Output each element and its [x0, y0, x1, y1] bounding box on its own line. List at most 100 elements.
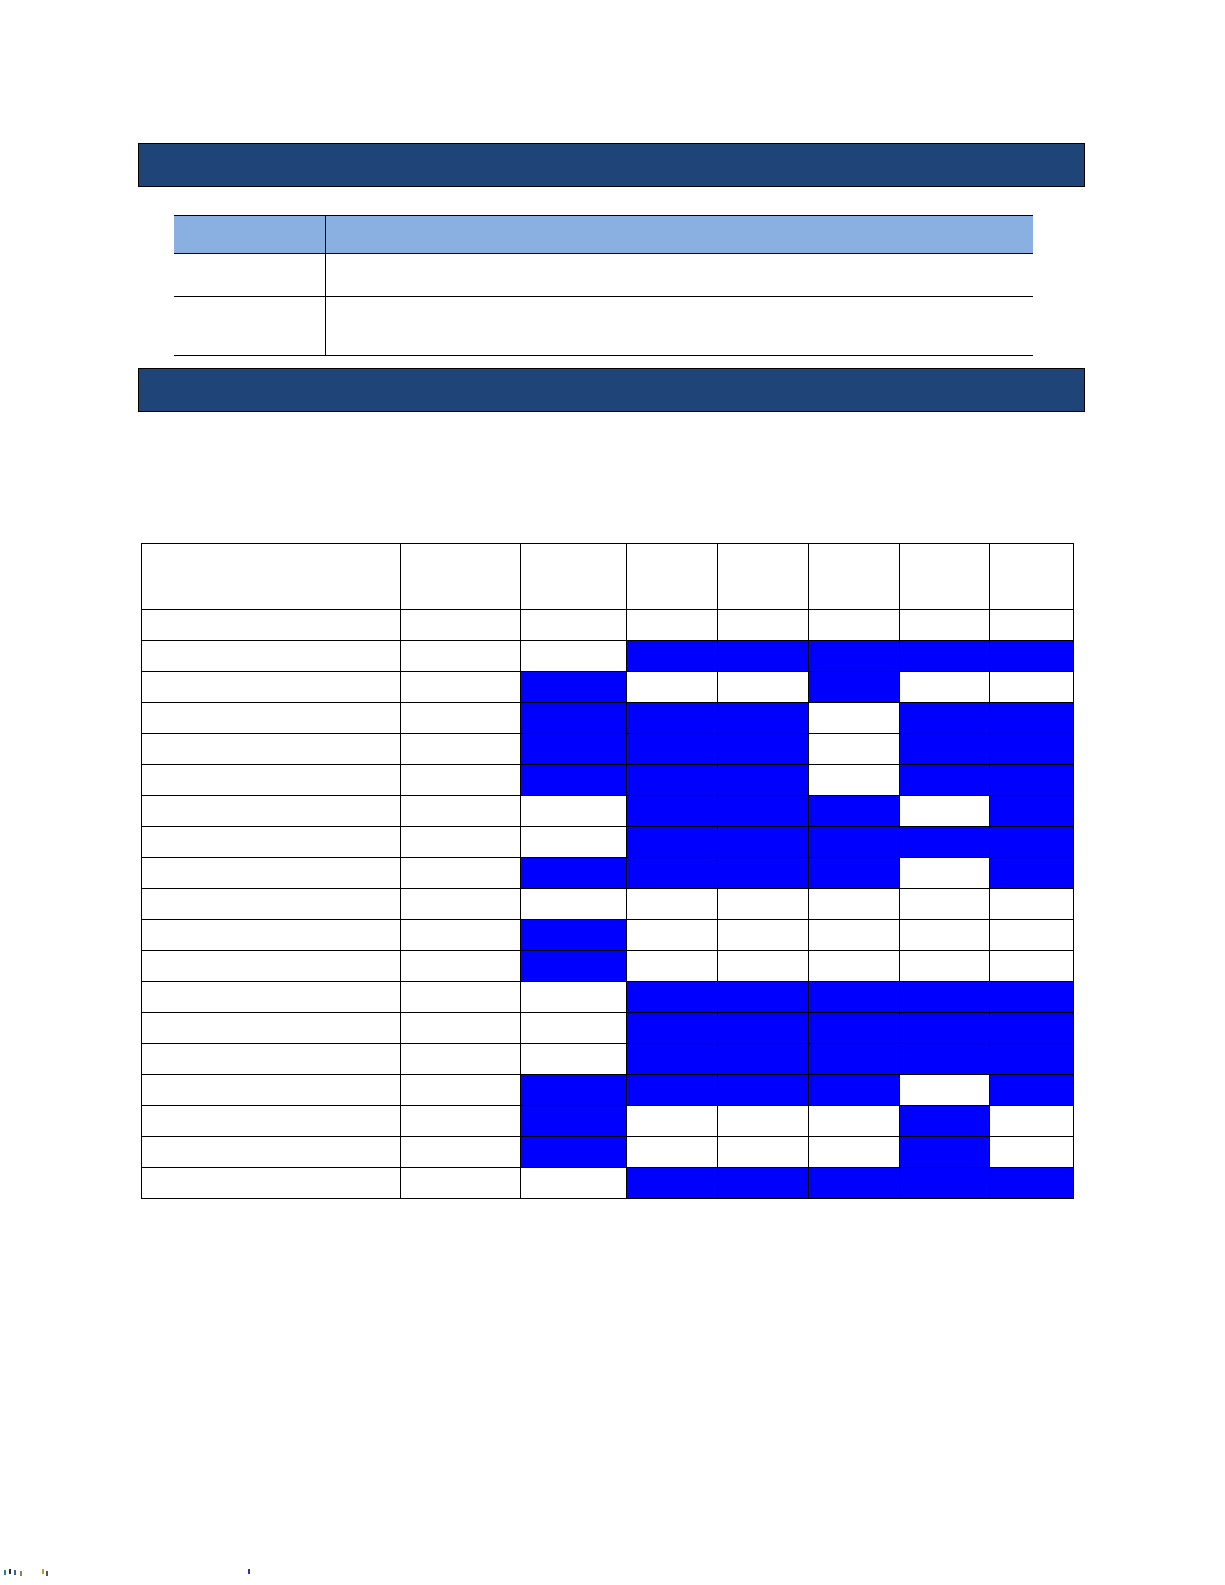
matrix-cell-empty[interactable]	[717, 950, 809, 982]
matrix-cell-empty[interactable]	[808, 764, 900, 796]
matrix-cell-filled[interactable]	[520, 671, 627, 703]
matrix-cell-empty[interactable]	[717, 888, 809, 920]
matrix-cell-empty[interactable]	[520, 795, 627, 827]
matrix-cell-filled[interactable]	[626, 764, 718, 796]
matrix-cell-filled[interactable]	[808, 795, 900, 827]
matrix-cell-filled[interactable]	[808, 1043, 900, 1075]
matrix-cell-empty[interactable]	[808, 1105, 900, 1137]
matrix-cell-filled[interactable]	[520, 764, 627, 796]
matrix-cell-empty[interactable]	[717, 671, 809, 703]
matrix-cell-empty[interactable]	[899, 888, 990, 920]
matrix-cell-empty[interactable]	[899, 857, 990, 889]
matrix-cell-filled[interactable]	[989, 702, 1074, 734]
matrix-cell-empty[interactable]	[899, 950, 990, 982]
matrix-cell-filled[interactable]	[717, 1043, 809, 1075]
matrix-cell-filled[interactable]	[899, 981, 990, 1013]
matrix-cell-filled[interactable]	[626, 1074, 718, 1106]
matrix-cell-filled[interactable]	[808, 826, 900, 858]
matrix-cell-empty[interactable]	[520, 640, 627, 672]
matrix-cell-filled[interactable]	[808, 857, 900, 889]
matrix-cell-empty[interactable]	[626, 1136, 718, 1168]
matrix-cell-filled[interactable]	[626, 981, 718, 1013]
matrix-cell-empty[interactable]	[400, 1012, 521, 1044]
matrix-cell-empty[interactable]	[899, 795, 990, 827]
matrix-cell-empty[interactable]	[808, 888, 900, 920]
matrix-cell-filled[interactable]	[899, 1167, 990, 1199]
matrix-cell-empty[interactable]	[400, 640, 521, 672]
matrix-cell-filled[interactable]	[808, 1074, 900, 1106]
matrix-cell-filled[interactable]	[520, 1136, 627, 1168]
matrix-cell-empty[interactable]	[808, 950, 900, 982]
matrix-cell-filled[interactable]	[717, 857, 809, 889]
matrix-cell-filled[interactable]	[808, 640, 900, 672]
matrix-cell-filled[interactable]	[626, 733, 718, 765]
matrix-cell-empty[interactable]	[400, 950, 521, 982]
matrix-cell-empty[interactable]	[989, 1136, 1074, 1168]
matrix-cell-empty[interactable]	[400, 764, 521, 796]
matrix-cell-empty[interactable]	[626, 671, 718, 703]
matrix-cell-empty[interactable]	[989, 1105, 1074, 1137]
matrix-cell-empty[interactable]	[400, 1074, 521, 1106]
matrix-cell-filled[interactable]	[989, 857, 1074, 889]
matrix-cell-filled[interactable]	[520, 919, 627, 951]
matrix-cell-empty[interactable]	[400, 981, 521, 1013]
matrix-cell-empty[interactable]	[626, 950, 718, 982]
matrix-cell-filled[interactable]	[989, 733, 1074, 765]
matrix-cell-empty[interactable]	[899, 919, 990, 951]
matrix-cell-filled[interactable]	[989, 1074, 1074, 1106]
matrix-cell-empty[interactable]	[626, 1105, 718, 1137]
matrix-cell-empty[interactable]	[989, 888, 1074, 920]
matrix-cell-empty[interactable]	[400, 888, 521, 920]
matrix-cell-filled[interactable]	[717, 1167, 809, 1199]
matrix-cell-empty[interactable]	[626, 919, 718, 951]
matrix-cell-filled[interactable]	[626, 826, 718, 858]
matrix-cell-filled[interactable]	[899, 1043, 990, 1075]
matrix-cell-filled[interactable]	[899, 733, 990, 765]
matrix-cell-empty[interactable]	[400, 1167, 521, 1199]
matrix-cell-empty[interactable]	[717, 1105, 809, 1137]
matrix-cell-filled[interactable]	[520, 1105, 627, 1137]
matrix-cell-filled[interactable]	[899, 1105, 990, 1137]
matrix-cell-filled[interactable]	[626, 640, 718, 672]
matrix-cell-empty[interactable]	[899, 1074, 990, 1106]
matrix-cell-filled[interactable]	[989, 1043, 1074, 1075]
matrix-cell-filled[interactable]	[808, 981, 900, 1013]
matrix-cell-empty[interactable]	[520, 1167, 627, 1199]
matrix-cell-filled[interactable]	[626, 1043, 718, 1075]
matrix-cell-empty[interactable]	[520, 981, 627, 1013]
matrix-cell-empty[interactable]	[400, 1136, 521, 1168]
matrix-cell-empty[interactable]	[400, 1043, 521, 1075]
matrix-cell-filled[interactable]	[899, 764, 990, 796]
matrix-cell-empty[interactable]	[400, 1105, 521, 1137]
matrix-cell-empty[interactable]	[626, 609, 718, 641]
matrix-cell-filled[interactable]	[989, 764, 1074, 796]
matrix-cell-empty[interactable]	[989, 919, 1074, 951]
matrix-cell-filled[interactable]	[717, 733, 809, 765]
matrix-cell-filled[interactable]	[899, 702, 990, 734]
matrix-cell-empty[interactable]	[717, 919, 809, 951]
matrix-cell-empty[interactable]	[400, 826, 521, 858]
matrix-cell-empty[interactable]	[400, 702, 521, 734]
matrix-cell-empty[interactable]	[400, 857, 521, 889]
matrix-cell-filled[interactable]	[520, 733, 627, 765]
matrix-cell-filled[interactable]	[717, 795, 809, 827]
matrix-cell-empty[interactable]	[989, 609, 1074, 641]
matrix-cell-filled[interactable]	[520, 1074, 627, 1106]
matrix-cell-filled[interactable]	[989, 795, 1074, 827]
matrix-cell-empty[interactable]	[808, 702, 900, 734]
matrix-cell-filled[interactable]	[899, 1136, 990, 1168]
matrix-cell-empty[interactable]	[520, 609, 627, 641]
matrix-cell-filled[interactable]	[899, 640, 990, 672]
matrix-cell-filled[interactable]	[717, 981, 809, 1013]
matrix-cell-filled[interactable]	[520, 857, 627, 889]
matrix-cell-filled[interactable]	[989, 1012, 1074, 1044]
matrix-cell-filled[interactable]	[989, 1167, 1074, 1199]
matrix-cell-filled[interactable]	[626, 1012, 718, 1044]
matrix-cell-filled[interactable]	[520, 702, 627, 734]
matrix-cell-filled[interactable]	[626, 1167, 718, 1199]
matrix-cell-filled[interactable]	[989, 640, 1074, 672]
matrix-cell-filled[interactable]	[626, 857, 718, 889]
matrix-cell-empty[interactable]	[400, 919, 521, 951]
matrix-cell-filled[interactable]	[808, 1012, 900, 1044]
matrix-cell-filled[interactable]	[808, 1167, 900, 1199]
